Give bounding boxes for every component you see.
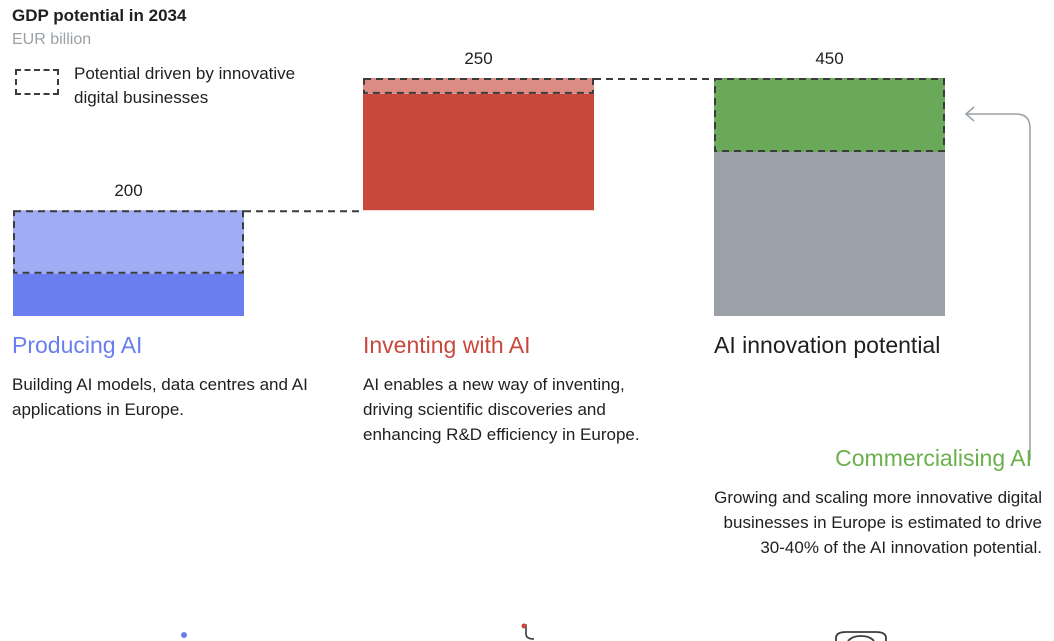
legend-label: Potential driven by innovative digital b…	[74, 64, 296, 107]
inventing-with-ai-digital-portion	[363, 78, 594, 94]
producing-ai-value-label: 200	[114, 181, 142, 200]
producing-icon	[181, 632, 187, 638]
commercialising-icon	[835, 631, 887, 641]
legend-dashed-swatch	[15, 69, 59, 95]
producing-ai-bar	[13, 273, 244, 316]
ai-innovation-potential-value-label: 450	[815, 49, 843, 68]
inventing-ai-description: AI enables a new way of inventing, drivi…	[363, 375, 640, 444]
inventing-icon	[521, 623, 535, 640]
inventing-ai-title: Inventing with AI	[363, 332, 531, 358]
producing-ai-description: Building AI models, data centres and AI …	[12, 375, 308, 419]
commercialising-ai-description: Growing and scaling more innovative digi…	[714, 488, 1042, 557]
ai-innovation-potential-digital-portion	[714, 78, 945, 153]
producing-ai-title: Producing AI	[12, 332, 143, 358]
inventing-with-ai-value-label: 250	[464, 49, 492, 68]
producing-ai-digital-outline	[13, 210, 244, 274]
ai-innovation-potential-title: AI innovation potential	[714, 332, 941, 358]
chart-subtitle: EUR billion	[12, 31, 92, 48]
ai-innovation-potential-bar	[714, 152, 945, 316]
commercialising-ai-title: Commercialising AI	[835, 445, 1032, 471]
inventing-with-ai-bar	[363, 93, 594, 211]
ai-innovation-potential-digital-outline	[714, 78, 945, 153]
inventing-with-ai-digital-outline	[363, 78, 594, 94]
chart-title: GDP potential in 2034	[12, 6, 187, 25]
commercialising-arrow-icon	[964, 106, 1031, 460]
producing-ai-digital-portion	[13, 210, 244, 274]
